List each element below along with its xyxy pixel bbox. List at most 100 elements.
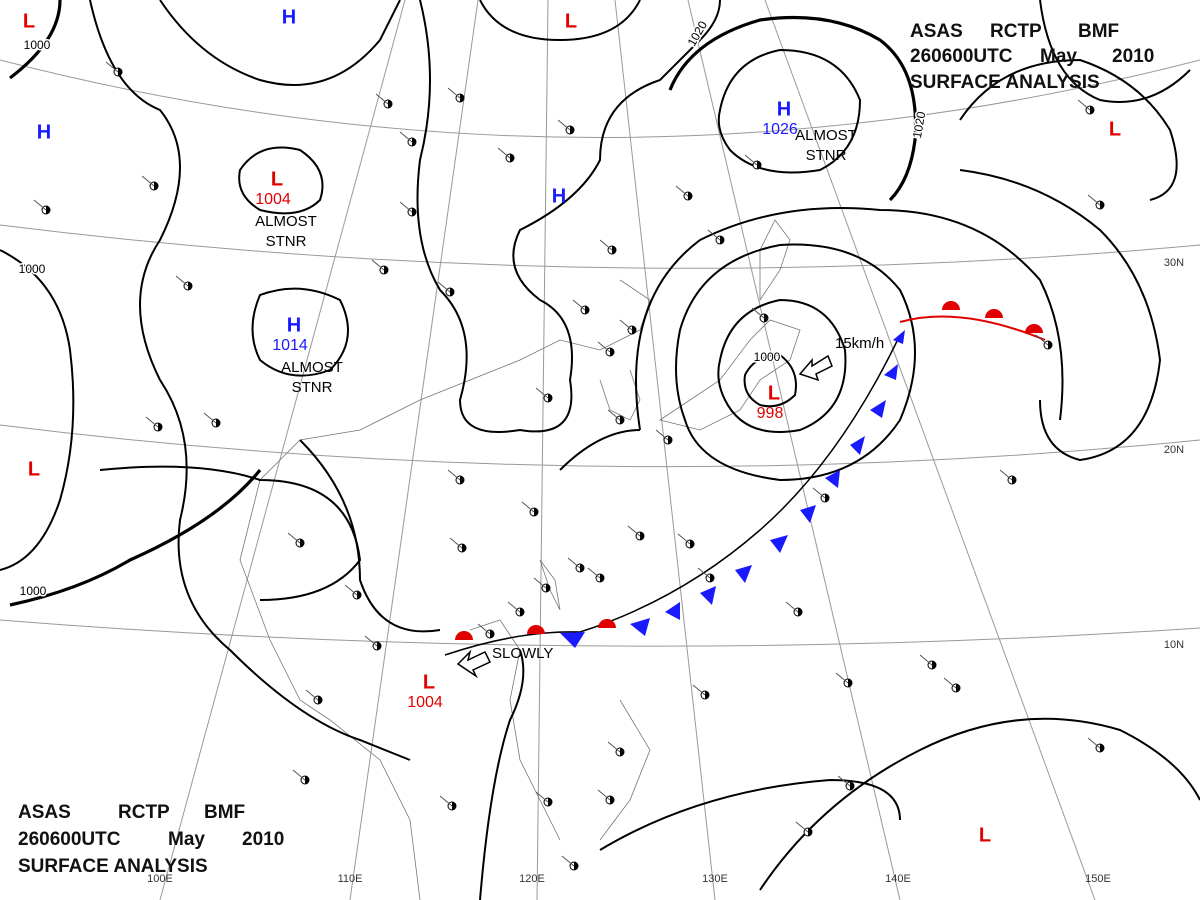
station-fill (216, 419, 220, 427)
longitude-label: 110E (338, 873, 363, 885)
station-fill (612, 246, 616, 254)
header-top: ASAS RCTP BMF 260600UTC May 2010 SURFACE… (910, 21, 1154, 93)
wind-barb (375, 93, 389, 105)
station-fill (510, 154, 514, 162)
station-fill (848, 679, 852, 687)
station-plots (33, 61, 1105, 871)
pressure-center: L (1109, 118, 1121, 140)
movement-note: ALMOST STNR (255, 213, 317, 250)
wind-barb (587, 567, 601, 579)
wind-barb (507, 601, 521, 613)
pressure-center: H (552, 185, 566, 207)
wind-barb (371, 259, 385, 271)
station-fill (1090, 106, 1094, 114)
wind-barb (599, 239, 613, 251)
wind-barb (344, 584, 358, 596)
movement-note: SLOWLY (492, 645, 553, 662)
station-fill (460, 94, 464, 102)
header-product: SURFACE ANALYSIS (910, 72, 1100, 93)
station-fill (412, 208, 416, 216)
station-fill (764, 314, 768, 322)
station-fill (932, 661, 936, 669)
isobar-label: 1000 (19, 262, 46, 276)
wind-barb (533, 577, 547, 589)
header-bottom: ASAS RCTP BMF 260600UTC May 2010 SURFACE… (18, 802, 284, 877)
station-fill (850, 782, 854, 790)
header-code: BMF (1078, 21, 1119, 42)
station-fill (460, 476, 464, 484)
station-fill (548, 798, 552, 806)
wind-barb (655, 429, 669, 441)
central-pressure: 998 (757, 405, 784, 422)
station-fill (546, 584, 550, 592)
station-fill (640, 532, 644, 540)
wind-barb (447, 87, 461, 99)
wind-barb (751, 307, 765, 319)
station-fill (384, 266, 388, 274)
station-fill (300, 539, 304, 547)
station-fill (490, 630, 494, 638)
wind-barb (105, 61, 119, 73)
station-fill (808, 828, 812, 836)
pressure-center: L (768, 382, 780, 404)
wind-barb (145, 416, 159, 428)
station-fill (600, 574, 604, 582)
station-fill (574, 862, 578, 870)
station-fill (46, 206, 50, 214)
pressure-center: L (565, 10, 577, 32)
wind-barb (535, 387, 549, 399)
wind-barb (557, 119, 571, 131)
station-fill (158, 423, 162, 431)
wind-barb (597, 341, 611, 353)
station-fill (585, 306, 589, 314)
wind-barb (675, 185, 689, 197)
pressure-center: H (37, 121, 51, 143)
movement-note: 15km/h (835, 335, 884, 352)
station-fill (450, 288, 454, 296)
central-pressure: 1014 (272, 337, 308, 354)
central-pressure: 1004 (255, 191, 291, 208)
wind-barb (561, 855, 575, 867)
wind-barb (619, 319, 633, 331)
station-fill (757, 161, 761, 169)
wind-barb (744, 154, 758, 166)
pressure-center: H (282, 6, 296, 28)
longitude-label: 150E (1085, 873, 1111, 885)
station-fill (825, 494, 829, 502)
wind-barb (572, 299, 586, 311)
wind-barb (399, 131, 413, 143)
station-fill (1012, 476, 1016, 484)
wind-barb (835, 672, 849, 684)
isobar-label: 1000 (24, 38, 51, 52)
header-product: SURFACE ANALYSIS (18, 856, 208, 877)
fronts (444, 301, 1046, 679)
latitude-label: 30N (1164, 257, 1184, 269)
header-station: RCTP (118, 802, 170, 823)
wind-barb (292, 769, 306, 781)
station-fill (305, 776, 309, 784)
central-pressure: 1026 (762, 121, 798, 138)
wind-barb (1087, 737, 1101, 749)
station-fill (318, 696, 322, 704)
isobar-label: 1000 (754, 350, 781, 364)
wind-barb (707, 229, 721, 241)
header-month: May (168, 829, 205, 850)
wind-barb (607, 741, 621, 753)
pressure-center: H (287, 314, 301, 336)
wind-barb (437, 281, 451, 293)
station-fill (462, 544, 466, 552)
wind-barb (477, 623, 491, 635)
wind-barb (919, 654, 933, 666)
wind-barb (364, 635, 378, 647)
wind-barb (203, 412, 217, 424)
header-time: 260600UTC (18, 829, 121, 850)
wind-barb (627, 525, 641, 537)
latitude-label: 20N (1164, 444, 1184, 456)
wind-barb (812, 487, 826, 499)
station-fill (620, 416, 624, 424)
wind-barb (1035, 334, 1049, 346)
wind-barb (399, 201, 413, 213)
